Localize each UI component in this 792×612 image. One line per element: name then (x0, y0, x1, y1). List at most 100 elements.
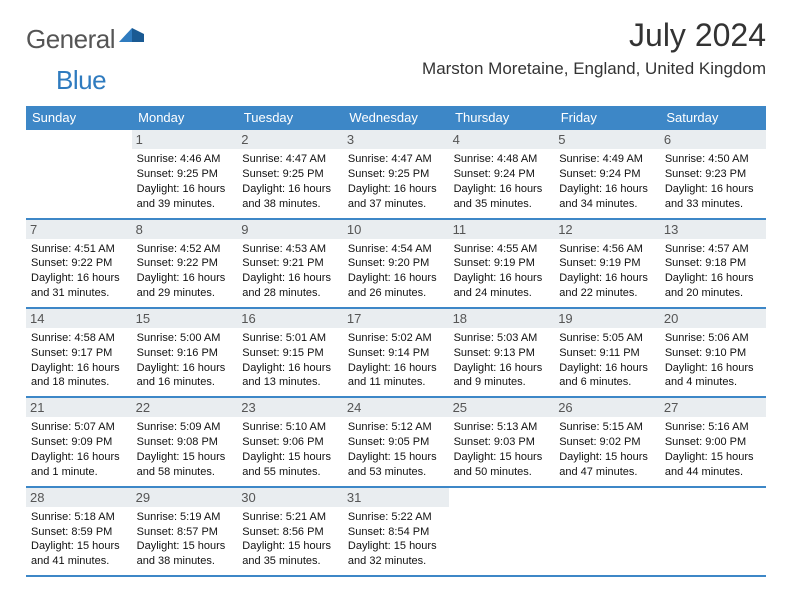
day-detail: Sunrise: 4:49 AMSunset: 9:24 PMDaylight:… (559, 152, 655, 211)
day-detail: Sunrise: 4:51 AMSunset: 9:22 PMDaylight:… (31, 242, 127, 301)
day-detail: Sunrise: 5:18 AMSunset: 8:59 PMDaylight:… (31, 510, 127, 569)
day-number: 21 (26, 398, 132, 417)
day-number: 31 (343, 488, 449, 507)
day-detail: Sunrise: 5:19 AMSunset: 8:57 PMDaylight:… (137, 510, 233, 569)
day-number (449, 488, 555, 507)
calendar-cell: 21 Sunrise: 5:07 AMSunset: 9:09 PMDayligh… (26, 397, 132, 486)
calendar-cell: 26 Sunrise: 5:15 AMSunset: 9:02 PMDayligh… (554, 397, 660, 486)
calendar-cell: 19 Sunrise: 5:05 AMSunset: 9:11 PMDayligh… (554, 308, 660, 397)
day-detail: Sunrise: 5:21 AMSunset: 8:56 PMDaylight:… (242, 510, 338, 569)
location: Marston Moretaine, England, United Kingd… (422, 59, 766, 79)
calendar-cell: 7Sunrise: 4:51 AMSunset: 9:22 PMDaylight… (26, 219, 132, 308)
weekday-header: Saturday (660, 106, 766, 130)
weekday-header: Tuesday (237, 106, 343, 130)
day-detail: Sunrise: 5:13 AMSunset: 9:03 PMDaylight:… (454, 420, 550, 479)
logo-text-blue: Blue (56, 65, 106, 96)
calendar-cell: 8Sunrise: 4:52 AMSunset: 9:22 PMDaylight… (132, 219, 238, 308)
day-number: 20 (660, 309, 766, 328)
day-number (26, 130, 132, 149)
day-detail: Sunrise: 4:48 AMSunset: 9:24 PMDaylight:… (454, 152, 550, 211)
calendar-cell: 31 Sunrise: 5:22 AMSunset: 8:54 PMDayligh… (343, 487, 449, 576)
calendar-cell: 9 Sunrise: 4:53 AMSunset: 9:21 PMDaylight… (237, 219, 343, 308)
calendar-cell (26, 130, 132, 218)
calendar-cell: 20 Sunrise: 5:06 AMSunset: 9:10 PMDayligh… (660, 308, 766, 397)
calendar-cell: 22Sunrise: 5:09 AMSunset: 9:08 PMDayligh… (132, 397, 238, 486)
day-number: 19 (554, 309, 660, 328)
logo-mark-icon (119, 24, 145, 49)
day-detail: Sunrise: 5:10 AMSunset: 9:06 PMDaylight:… (242, 420, 338, 479)
calendar-cell (660, 487, 766, 576)
calendar-cell: 11 Sunrise: 4:55 AMSunset: 9:19 PMDayligh… (449, 219, 555, 308)
calendar-row: 14 Sunrise: 4:58 AMSunset: 9:17 PMDayligh… (26, 308, 766, 397)
day-number: 27 (660, 398, 766, 417)
weekday-header: Friday (554, 106, 660, 130)
calendar-table: SundayMondayTuesdayWednesdayThursdayFrid… (26, 106, 766, 577)
calendar-row: 28 Sunrise: 5:18 AMSunset: 8:59 PMDayligh… (26, 487, 766, 576)
day-number (554, 488, 660, 507)
day-number: 1 (132, 130, 238, 149)
day-detail: Sunrise: 4:57 AMSunset: 9:18 PMDaylight:… (665, 242, 761, 301)
day-number: 26 (554, 398, 660, 417)
day-detail: Sunrise: 5:06 AMSunset: 9:10 PMDaylight:… (665, 331, 761, 390)
day-detail: Sunrise: 4:56 AMSunset: 9:19 PMDaylight:… (559, 242, 655, 301)
day-detail: Sunrise: 4:47 AMSunset: 9:25 PMDaylight:… (242, 152, 338, 211)
calendar-cell: 25Sunrise: 5:13 AMSunset: 9:03 PMDayligh… (449, 397, 555, 486)
calendar-cell: 2Sunrise: 4:47 AMSunset: 9:25 PMDaylight… (237, 130, 343, 218)
day-number: 9 (237, 220, 343, 239)
day-number: 24 (343, 398, 449, 417)
day-number: 28 (26, 488, 132, 507)
logo: General (26, 24, 147, 55)
calendar-cell: 15 Sunrise: 5:00 AMSunset: 9:16 PMDayligh… (132, 308, 238, 397)
calendar-cell: 10 Sunrise: 4:54 AMSunset: 9:20 PMDayligh… (343, 219, 449, 308)
day-number: 13 (660, 220, 766, 239)
day-number: 5 (554, 130, 660, 149)
calendar-cell: 16Sunrise: 5:01 AMSunset: 9:15 PMDayligh… (237, 308, 343, 397)
logo-text-general: General (26, 24, 115, 55)
calendar-cell: 4Sunrise: 4:48 AMSunset: 9:24 PMDaylight… (449, 130, 555, 218)
day-detail: Sunrise: 5:22 AMSunset: 8:54 PMDaylight:… (348, 510, 444, 569)
day-detail: Sunrise: 5:07 AMSunset: 9:09 PMDaylight:… (31, 420, 127, 479)
calendar-cell: 24 Sunrise: 5:12 AMSunset: 9:05 PMDayligh… (343, 397, 449, 486)
weekday-row: SundayMondayTuesdayWednesdayThursdayFrid… (26, 106, 766, 130)
calendar-cell: 5 Sunrise: 4:49 AMSunset: 9:24 PMDaylight… (554, 130, 660, 218)
day-number: 18 (449, 309, 555, 328)
day-detail: Sunrise: 5:02 AMSunset: 9:14 PMDaylight:… (348, 331, 444, 390)
weekday-header: Monday (132, 106, 238, 130)
calendar-row: 21 Sunrise: 5:07 AMSunset: 9:09 PMDayligh… (26, 397, 766, 486)
calendar-cell: 6Sunrise: 4:50 AMSunset: 9:23 PMDaylight… (660, 130, 766, 218)
day-detail: Sunrise: 4:53 AMSunset: 9:21 PMDaylight:… (242, 242, 338, 301)
day-number: 30 (237, 488, 343, 507)
day-number: 17 (343, 309, 449, 328)
day-number: 12 (554, 220, 660, 239)
day-detail: Sunrise: 4:55 AMSunset: 9:19 PMDaylight:… (454, 242, 550, 301)
day-number (660, 488, 766, 507)
calendar-row: 1 Sunrise: 4:46 AMSunset: 9:25 PMDaylight… (26, 130, 766, 218)
calendar-cell: 13 Sunrise: 4:57 AMSunset: 9:18 PMDayligh… (660, 219, 766, 308)
day-number: 14 (26, 309, 132, 328)
day-detail: Sunrise: 4:58 AMSunset: 9:17 PMDaylight:… (31, 331, 127, 390)
calendar-cell: 17 Sunrise: 5:02 AMSunset: 9:14 PMDayligh… (343, 308, 449, 397)
day-detail: Sunrise: 5:16 AMSunset: 9:00 PMDaylight:… (665, 420, 761, 479)
calendar-cell: 12 Sunrise: 4:56 AMSunset: 9:19 PMDayligh… (554, 219, 660, 308)
day-detail: Sunrise: 5:00 AMSunset: 9:16 PMDaylight:… (137, 331, 233, 390)
day-detail: Sunrise: 4:46 AMSunset: 9:25 PMDaylight:… (137, 152, 233, 211)
day-detail: Sunrise: 5:05 AMSunset: 9:11 PMDaylight:… (559, 331, 655, 390)
day-number: 15 (132, 309, 238, 328)
day-detail: Sunrise: 5:12 AMSunset: 9:05 PMDaylight:… (348, 420, 444, 479)
day-detail: Sunrise: 5:15 AMSunset: 9:02 PMDaylight:… (559, 420, 655, 479)
day-number: 11 (449, 220, 555, 239)
day-detail: Sunrise: 4:47 AMSunset: 9:25 PMDaylight:… (348, 152, 444, 211)
calendar-cell: 18Sunrise: 5:03 AMSunset: 9:13 PMDayligh… (449, 308, 555, 397)
title-block: July 2024 Marston Moretaine, England, Un… (422, 18, 766, 79)
calendar-cell: 3 Sunrise: 4:47 AMSunset: 9:25 PMDaylight… (343, 130, 449, 218)
day-detail: Sunrise: 4:54 AMSunset: 9:20 PMDaylight:… (348, 242, 444, 301)
calendar-cell: 28 Sunrise: 5:18 AMSunset: 8:59 PMDayligh… (26, 487, 132, 576)
page: General July 2024 Marston Moretaine, Eng… (0, 0, 792, 577)
day-number: 29 (132, 488, 238, 507)
day-number: 10 (343, 220, 449, 239)
calendar-body: 1 Sunrise: 4:46 AMSunset: 9:25 PMDaylight… (26, 130, 766, 576)
day-number: 3 (343, 130, 449, 149)
calendar-row: 7Sunrise: 4:51 AMSunset: 9:22 PMDaylight… (26, 219, 766, 308)
calendar-cell: 27 Sunrise: 5:16 AMSunset: 9:00 PMDayligh… (660, 397, 766, 486)
weekday-header: Thursday (449, 106, 555, 130)
